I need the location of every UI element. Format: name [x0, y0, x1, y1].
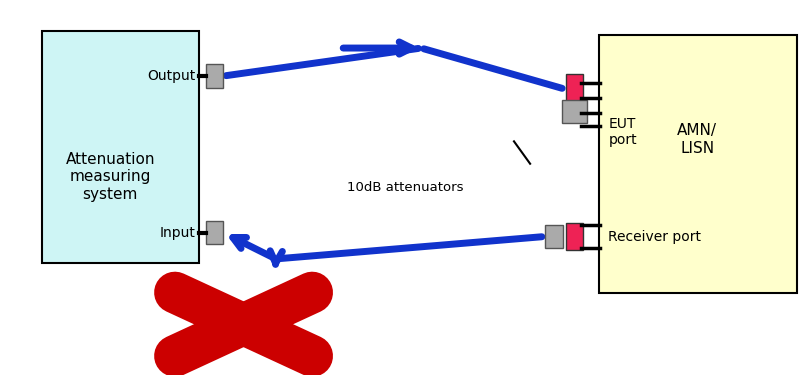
FancyBboxPatch shape: [206, 221, 224, 244]
FancyBboxPatch shape: [562, 100, 586, 123]
FancyBboxPatch shape: [599, 35, 796, 293]
Text: Input: Input: [160, 226, 195, 240]
FancyBboxPatch shape: [206, 64, 224, 88]
Text: Output: Output: [147, 69, 195, 83]
Text: EUT
port: EUT port: [608, 117, 637, 147]
Text: AMN/
LISN: AMN/ LISN: [677, 123, 717, 156]
FancyBboxPatch shape: [565, 223, 583, 250]
FancyBboxPatch shape: [565, 74, 583, 105]
FancyBboxPatch shape: [42, 31, 199, 263]
Text: Attenuation
measuring
system: Attenuation measuring system: [66, 152, 155, 202]
FancyBboxPatch shape: [545, 225, 563, 248]
Text: 10dB attenuators: 10dB attenuators: [347, 182, 463, 194]
Text: Receiver port: Receiver port: [608, 229, 701, 244]
